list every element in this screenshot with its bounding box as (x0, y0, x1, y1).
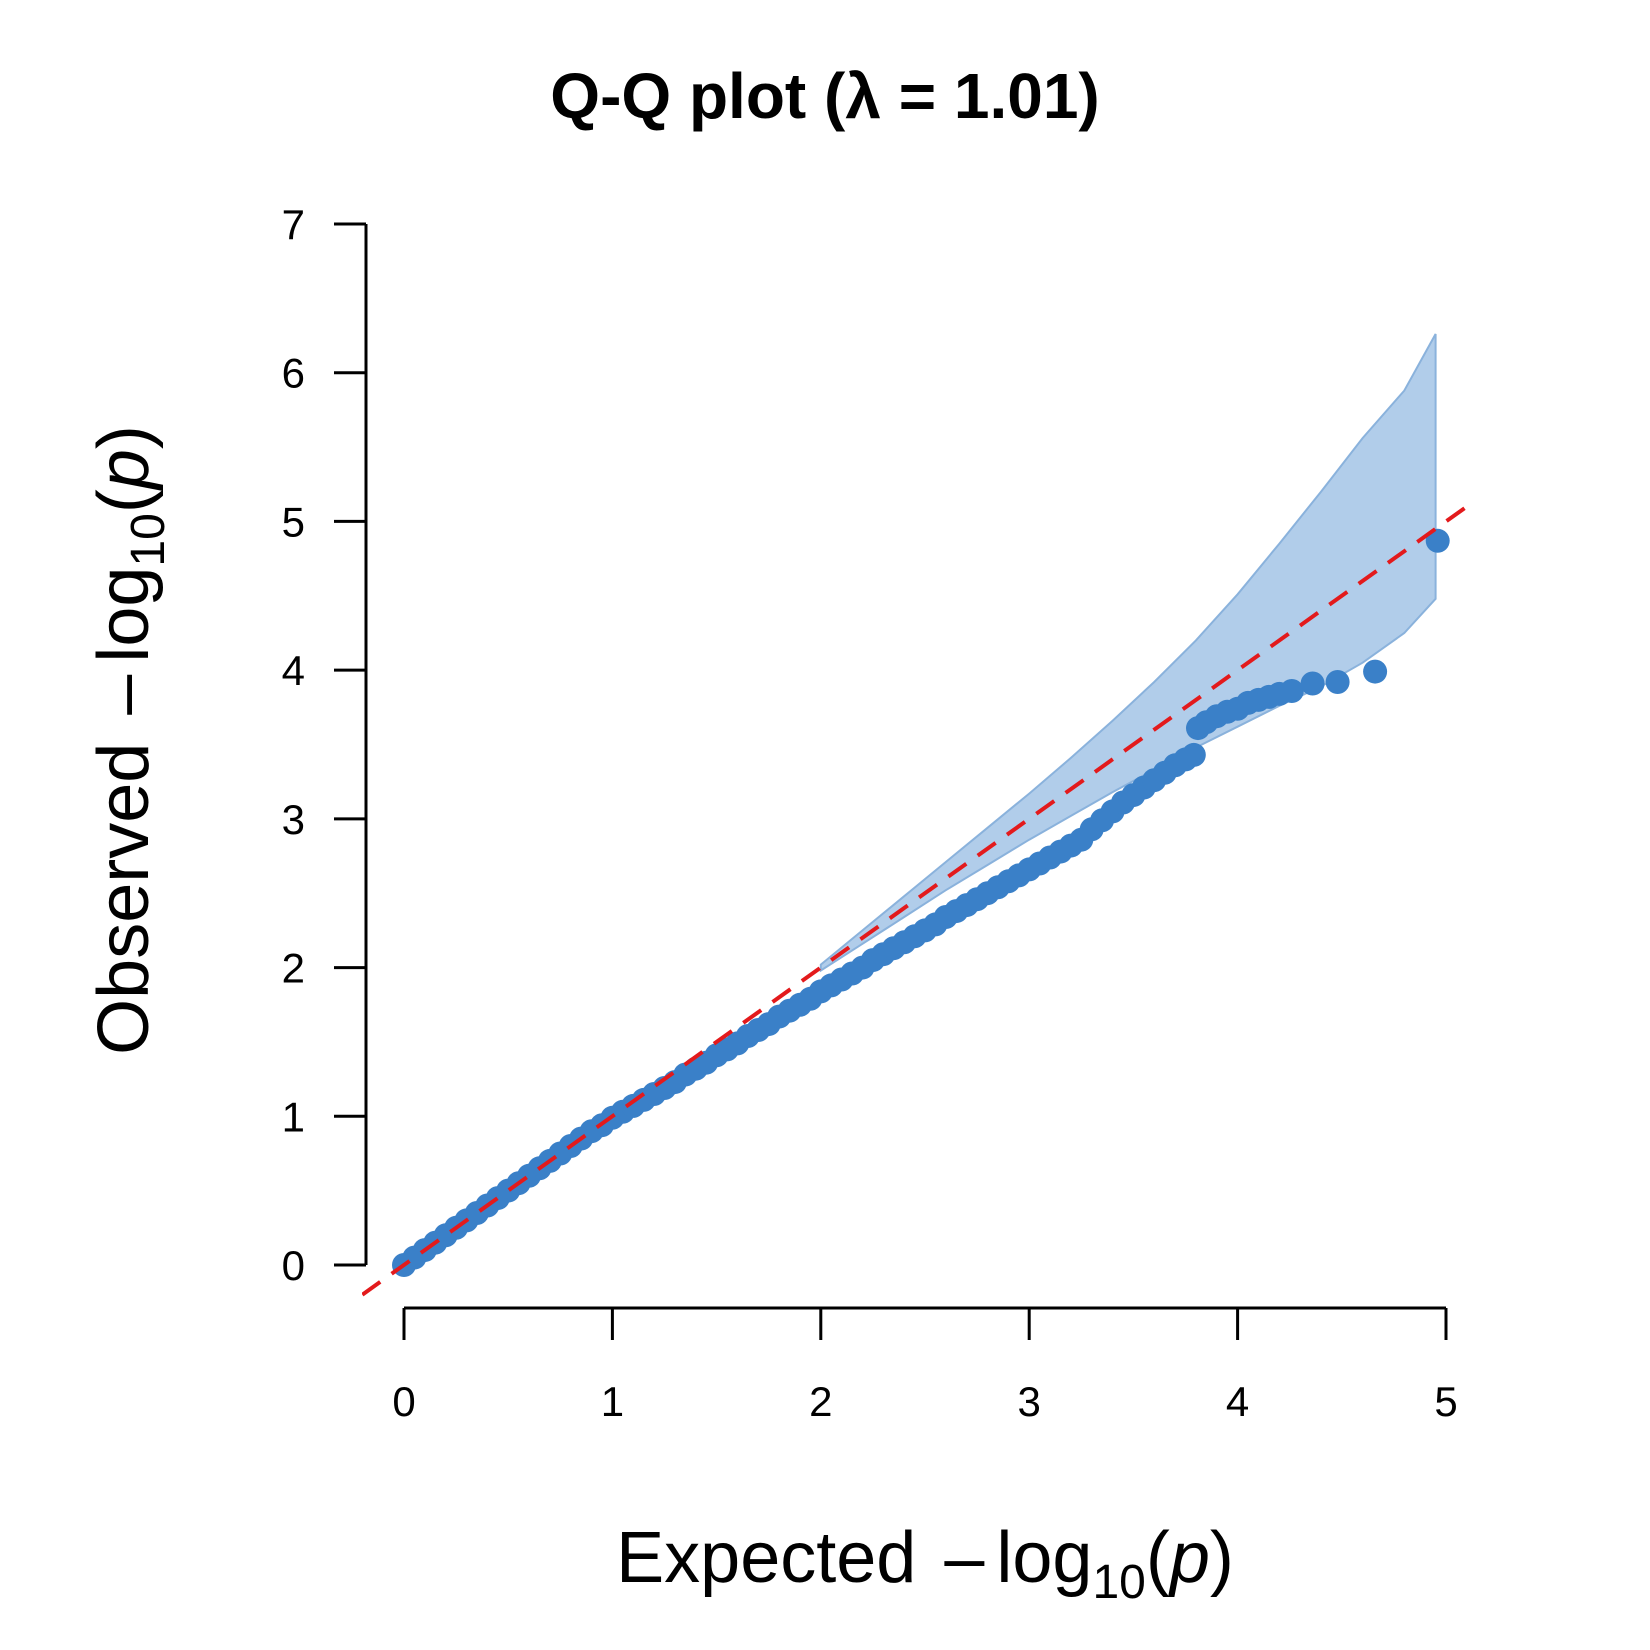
x-axis-label: Expected – log10(p) (616, 1518, 1234, 1609)
x-axis-label-sub: 10 (1092, 1556, 1145, 1609)
x-axis-label-prefix: Expected (616, 1518, 916, 1598)
x-axis-label-minus: – (944, 1518, 985, 1598)
x-tick-label: 0 (392, 1378, 415, 1425)
y-axis-label-sub: 10 (122, 513, 175, 566)
x-tick-label: 2 (809, 1378, 832, 1425)
data-point (1363, 659, 1388, 684)
y-axis-label-prefix: Observed (84, 743, 164, 1055)
data-point (1300, 671, 1325, 696)
chart-title: Q-Q plot (λ = 1.01) (550, 60, 1099, 132)
y-axis-label-minus: – (84, 674, 164, 715)
x-axis: 0 1 2 3 4 5 (392, 1306, 1458, 1425)
y-axis-label-log: log (84, 567, 164, 663)
x-axis-label-var: p (1168, 1518, 1210, 1598)
x-axis-label-close: ) (1210, 1518, 1234, 1598)
y-tick-label: 4 (282, 647, 305, 694)
x-tick-label: 5 (1434, 1378, 1457, 1425)
reference-line (362, 501, 1470, 1297)
y-tick-label: 2 (282, 945, 305, 992)
y-tick-label: 6 (282, 350, 305, 397)
y-tick-label: 1 (282, 1093, 305, 1140)
data-point (1279, 679, 1304, 703)
confidence-band-layer (819, 333, 1437, 973)
data-point (1425, 528, 1450, 553)
reference-line-layer (362, 501, 1470, 1297)
x-tick-label: 1 (601, 1378, 624, 1425)
y-tick-label: 3 (282, 796, 305, 843)
x-axis-label-log: log (996, 1518, 1092, 1598)
x-axis-label-open: ( (1146, 1518, 1170, 1598)
data-point (1325, 670, 1350, 694)
x-tick-label: 4 (1226, 1378, 1249, 1425)
y-tick-label: 7 (282, 201, 305, 248)
y-axis-label: Observed – log10(p) (84, 425, 175, 1055)
confidence-band (819, 333, 1437, 973)
y-axis: 0 1 2 3 4 5 6 7 (282, 201, 368, 1289)
data-point (1181, 742, 1206, 767)
y-axis-label-open: ( (84, 489, 164, 513)
y-axis-label-var: p (84, 449, 164, 491)
y-tick-label: 0 (282, 1242, 305, 1289)
y-axis-label-close: ) (84, 425, 164, 449)
x-tick-label: 3 (1018, 1378, 1041, 1425)
y-tick-label: 5 (282, 498, 305, 545)
